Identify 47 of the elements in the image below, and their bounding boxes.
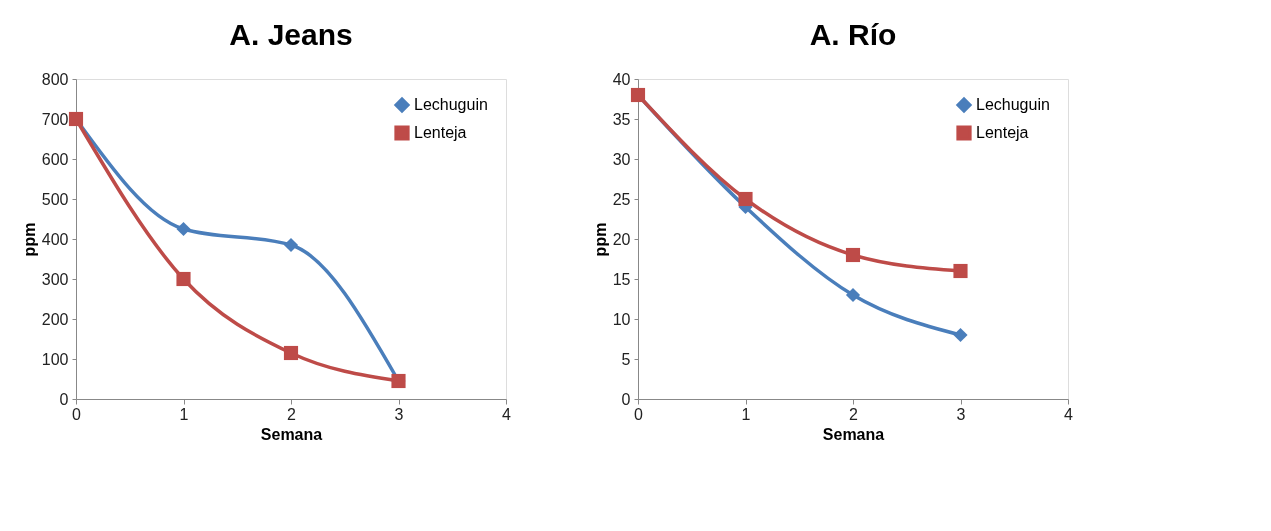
y-tick-label: 200	[41, 310, 69, 328]
y-tick-label: 35	[612, 110, 631, 128]
point	[176, 221, 191, 237]
y-tick-label: 20	[612, 230, 631, 248]
point	[845, 287, 861, 303]
x-tick-label: 4	[502, 405, 512, 423]
y-tick-label: 600	[41, 150, 69, 168]
point	[176, 271, 191, 287]
y-tick-label: 700	[41, 110, 69, 128]
y-tick-label: 25	[612, 190, 631, 208]
y-tick-label: 0	[59, 390, 69, 408]
x-tick-label: 4	[1064, 405, 1074, 423]
point	[845, 247, 861, 263]
y-tick-label: 800	[41, 70, 69, 88]
point	[283, 345, 299, 361]
y-tick-label: 10	[612, 310, 631, 328]
x-axis-title: Semana	[260, 425, 323, 443]
x-tick-label: 0	[634, 405, 644, 423]
x-tick-label: 3	[394, 405, 404, 423]
y-axis-title: ppm	[591, 222, 609, 257]
legend-label: Lenteja	[976, 124, 1029, 141]
chart-title: A. Río	[809, 18, 897, 51]
x-tick-label: 2	[287, 405, 297, 423]
y-tick-label: 40	[612, 70, 631, 88]
point	[953, 263, 968, 279]
legend-label: Lenteja	[414, 124, 467, 141]
x-tick-label: 3	[956, 405, 966, 423]
point	[283, 237, 299, 253]
y-tick-label: 15	[612, 270, 631, 288]
x-tick-label: 1	[741, 405, 751, 423]
point	[953, 327, 968, 343]
legend-label: Lechuguin	[976, 96, 1050, 113]
x-tick-label: 2	[849, 405, 859, 423]
x-tick-label: 0	[72, 405, 82, 423]
x-axis-title: Semana	[822, 425, 885, 443]
y-axis-title: ppm	[20, 222, 38, 257]
chart-title: A. Jeans	[229, 18, 353, 51]
y-tick-label: 30	[612, 150, 631, 168]
x-tick-label: 1	[179, 405, 189, 423]
y-tick-label: 0	[621, 390, 631, 408]
y-tick-label: 500	[41, 190, 69, 208]
y-tick-label: 300	[41, 270, 69, 288]
y-tick-label: 100	[41, 350, 69, 368]
legend-label: Lechuguin	[414, 96, 488, 113]
point	[738, 191, 753, 207]
y-tick-label: 5	[621, 350, 631, 368]
y-tick-label: 400	[41, 230, 69, 248]
